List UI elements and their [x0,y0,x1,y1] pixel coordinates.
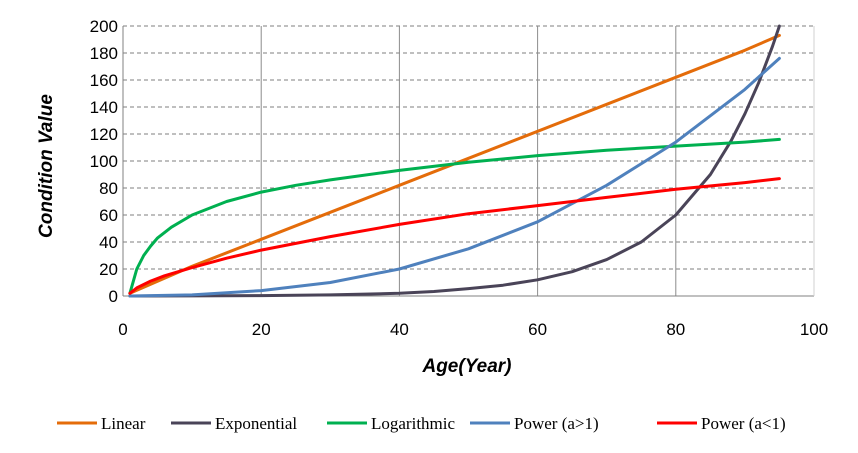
series-line-1 [128,24,781,298]
legend: Linear Exponential Logarithmic Power (a>1) P… [57,414,786,433]
y-tick-label: 60 [99,206,118,225]
x-tick-label: 40 [390,320,409,339]
legend-entry: Logarithmic [327,414,455,433]
y-tick-label: 20 [99,260,118,279]
y-tick-label: 120 [90,125,118,144]
legend-entry: Power (a<1) [657,414,786,433]
y-tick-label: 100 [90,152,118,171]
legend-label: Exponential [215,414,297,433]
x-tick-label: 60 [528,320,547,339]
legend-entry: Linear [57,414,146,433]
y-axis-ticks: 0 20 40 60 80 100 120 140 160 180 200 [90,17,118,306]
legend-entry: Power (a>1) [470,414,599,433]
legend-label: Linear [101,414,146,433]
legend-label: Logarithmic [371,414,455,433]
x-axis-ticks: 0 20 40 60 80 100 [118,320,828,339]
x-tick-label: 80 [666,320,685,339]
series-lines [128,24,781,298]
y-tick-label: 80 [99,179,118,198]
legend-entry: Exponential [171,414,297,433]
y-tick-label: 200 [90,17,118,36]
series-line-3 [128,56,781,298]
y-axis-title: Condition Value [36,94,57,238]
legend-label: Power (a>1) [514,414,599,433]
y-tick-label: 160 [90,71,118,90]
series-line-0 [128,33,781,295]
y-tick-label: 40 [99,233,118,252]
y-tick-label: 180 [90,44,118,63]
series-line-2 [128,137,781,295]
x-tick-label: 20 [252,320,271,339]
x-tick-label: 0 [118,320,127,339]
x-tick-label: 100 [800,320,828,339]
series-line-4 [128,177,781,295]
x-axis-title: Age(Year) [421,356,511,377]
y-tick-label: 0 [109,287,118,306]
y-tick-label: 140 [90,98,118,117]
legend-label: Power (a<1) [701,414,786,433]
